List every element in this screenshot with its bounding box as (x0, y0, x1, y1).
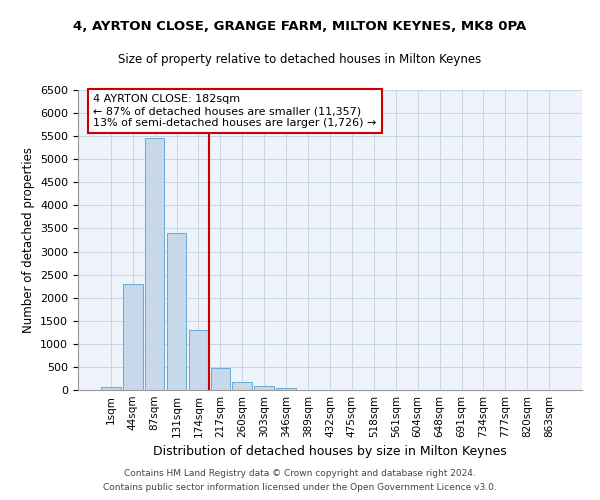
Text: Contains HM Land Registry data © Crown copyright and database right 2024.: Contains HM Land Registry data © Crown c… (124, 468, 476, 477)
Bar (276, 388, 296, 390)
Text: 4, AYRTON CLOSE, GRANGE FARM, MILTON KEYNES, MK8 0PA: 4, AYRTON CLOSE, GRANGE FARM, MILTON KEY… (73, 20, 527, 33)
Text: 4 AYRTON CLOSE: 182sqm
← 87% of detached houses are smaller (11,357)
13% of semi: 4 AYRTON CLOSE: 182sqm ← 87% of detached… (93, 94, 376, 128)
Bar (254, 386, 274, 390)
Bar (211, 368, 230, 390)
Bar (232, 382, 252, 390)
Bar (188, 330, 208, 390)
Bar (101, 387, 121, 390)
X-axis label: Distribution of detached houses by size in Milton Keynes: Distribution of detached houses by size … (153, 446, 507, 458)
Bar (123, 284, 143, 390)
Y-axis label: Number of detached properties: Number of detached properties (22, 147, 35, 333)
Bar (167, 233, 187, 390)
Text: Contains public sector information licensed under the Open Government Licence v3: Contains public sector information licen… (103, 484, 497, 492)
Bar (145, 138, 164, 390)
Text: Size of property relative to detached houses in Milton Keynes: Size of property relative to detached ho… (118, 52, 482, 66)
